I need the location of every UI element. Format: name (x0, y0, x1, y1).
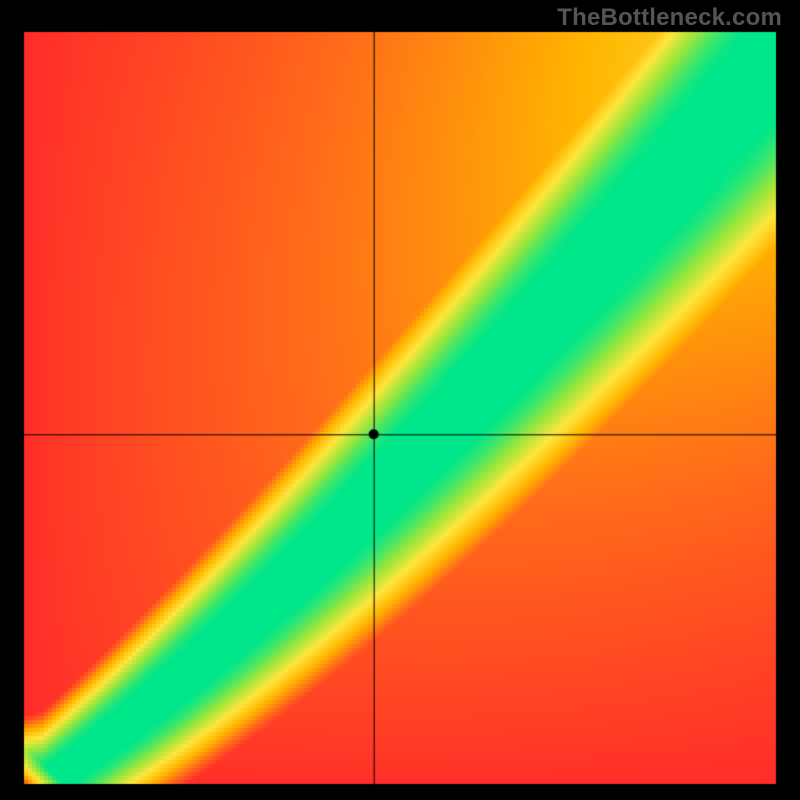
watermark-text: TheBottleneck.com (557, 4, 782, 32)
chart-container: TheBottleneck.com (0, 0, 800, 800)
heatmap-canvas (0, 0, 800, 800)
